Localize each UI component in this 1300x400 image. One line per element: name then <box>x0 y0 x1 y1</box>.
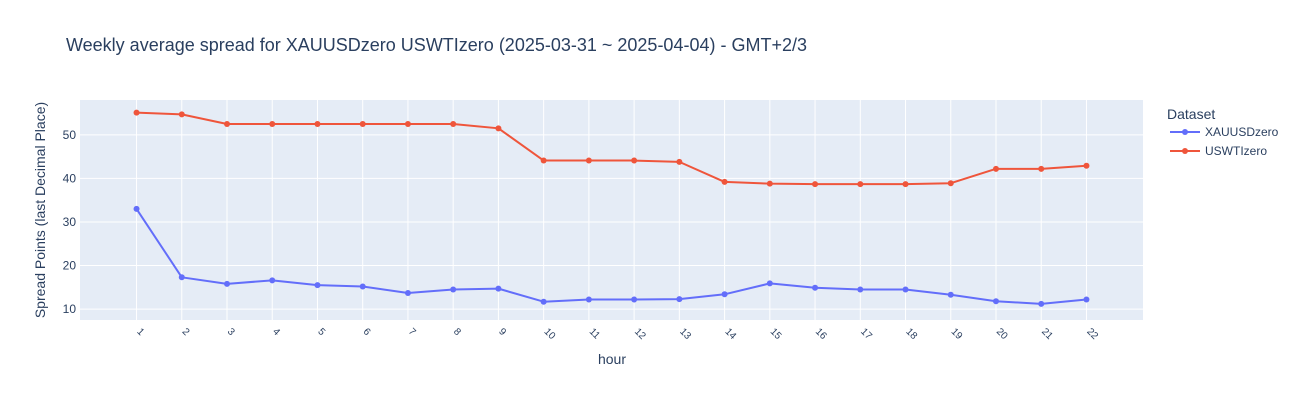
series-XAUUSDzero <box>133 205 1090 307</box>
data-point <box>450 286 457 293</box>
x-tick-label: 18 <box>903 326 919 342</box>
data-point <box>1083 296 1090 303</box>
x-tick-label: 1 <box>134 326 146 338</box>
x-tick-label: 3 <box>225 326 237 338</box>
data-point <box>766 180 773 187</box>
data-point <box>133 205 140 212</box>
data-point <box>269 277 276 284</box>
x-tick-label: 17 <box>858 326 874 342</box>
series-line <box>135 208 1087 305</box>
data-point <box>947 291 954 298</box>
data-point <box>359 283 366 290</box>
x-tick-label: 8 <box>451 326 463 338</box>
x-axis-ticks: 1 2 3 4 5 6 7 8 9 10 11 12 13 14 15 16 17 18 19 20 21 22 <box>134 326 1100 342</box>
data-point <box>585 296 592 303</box>
x-tick-label: 16 <box>813 326 829 342</box>
x-tick-label: 4 <box>270 326 282 338</box>
x-tick-label: 14 <box>722 326 738 342</box>
x-tick-label: 15 <box>768 326 784 342</box>
data-point <box>812 181 819 188</box>
x-tick-label: 2 <box>180 326 192 338</box>
data-point <box>314 120 321 127</box>
data-point <box>178 111 185 118</box>
x-tick-label: 19 <box>949 326 965 342</box>
data-point <box>495 285 502 292</box>
data-point <box>178 274 185 281</box>
legend[interactable]: Dataset XAUUSDzero USWTIzero <box>1167 106 1279 158</box>
data-point <box>133 109 140 116</box>
data-point <box>404 289 411 296</box>
plot-area <box>80 100 1143 320</box>
data-point <box>947 180 954 187</box>
data-point <box>992 298 999 305</box>
data-point <box>902 181 909 188</box>
series-group <box>133 109 1090 307</box>
data-point <box>269 120 276 127</box>
series-line <box>136 111 1087 186</box>
x-tick-label: 7 <box>406 326 418 338</box>
y-axis-ticks: 10 20 30 40 50 <box>63 128 77 316</box>
x-tick-label: 13 <box>677 326 693 342</box>
data-point <box>359 120 366 127</box>
data-point <box>585 157 592 164</box>
y-tick-label: 40 <box>63 171 77 185</box>
y-tick-label: 50 <box>63 128 77 142</box>
x-tick-label: 6 <box>361 326 373 338</box>
legend-marker-icon <box>1182 129 1188 135</box>
y-axis-title: Spread Points (last Decimal Place) <box>32 102 48 318</box>
x-tick-label: 11 <box>587 326 602 341</box>
data-point <box>631 296 638 303</box>
data-point <box>314 282 321 289</box>
series-USWTIzero <box>133 109 1090 188</box>
data-point <box>992 165 999 172</box>
legend-label: USWTIzero <box>1205 144 1267 158</box>
data-point <box>224 280 231 287</box>
data-point <box>676 296 683 303</box>
data-point <box>902 286 909 293</box>
data-point <box>721 291 728 298</box>
y-tick-label: 10 <box>63 302 77 316</box>
y-tick-label: 30 <box>63 215 77 229</box>
chart-title: Weekly average spread for XAUUSDzero USW… <box>66 35 807 55</box>
x-axis-title: hour <box>598 351 626 367</box>
x-tick-label: 22 <box>1084 326 1100 342</box>
data-point <box>631 157 638 164</box>
data-point <box>1038 300 1045 307</box>
x-tick-label: 10 <box>542 326 558 342</box>
legend-label: XAUUSDzero <box>1205 125 1279 139</box>
x-tick-label: 9 <box>496 326 508 338</box>
legend-item-USWTIzero[interactable]: USWTIzero <box>1170 144 1267 158</box>
legend-title: Dataset <box>1167 106 1215 122</box>
data-point <box>857 181 864 188</box>
data-point <box>766 280 773 287</box>
data-point <box>857 286 864 293</box>
data-point <box>1038 165 1045 172</box>
x-tick-label: 20 <box>994 326 1010 342</box>
gridlines <box>80 100 1143 320</box>
legend-marker-icon <box>1182 148 1188 154</box>
x-tick-label: 12 <box>632 326 648 342</box>
data-point <box>540 298 547 305</box>
data-point <box>1083 162 1090 169</box>
data-point <box>812 284 819 291</box>
data-point <box>224 120 231 127</box>
legend-item-XAUUSDzero[interactable]: XAUUSDzero <box>1170 125 1279 139</box>
data-point <box>495 125 502 132</box>
data-point <box>721 178 728 185</box>
y-tick-label: 20 <box>63 259 77 273</box>
x-tick-label: 21 <box>1039 326 1055 342</box>
data-point <box>676 158 683 165</box>
data-point <box>404 120 411 127</box>
x-tick-label: 5 <box>315 326 327 338</box>
data-point <box>540 157 547 164</box>
data-point <box>450 120 457 127</box>
